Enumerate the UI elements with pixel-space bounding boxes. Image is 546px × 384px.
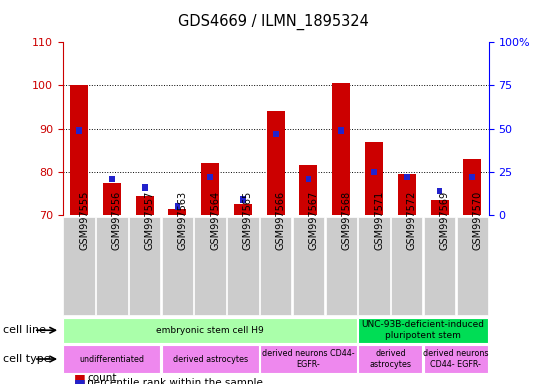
- FancyBboxPatch shape: [260, 345, 357, 373]
- FancyBboxPatch shape: [162, 217, 193, 315]
- Text: percentile rank within the sample: percentile rank within the sample: [87, 378, 263, 384]
- Bar: [437, 188, 442, 194]
- Bar: [136, 195, 154, 215]
- Bar: [103, 183, 121, 215]
- Text: derived neurons CD44-
EGFR-: derived neurons CD44- EGFR-: [262, 349, 355, 369]
- FancyBboxPatch shape: [129, 217, 161, 315]
- Bar: [70, 86, 88, 215]
- Text: embryonic stem cell H9: embryonic stem cell H9: [156, 326, 264, 335]
- FancyBboxPatch shape: [358, 318, 488, 343]
- FancyBboxPatch shape: [358, 345, 423, 373]
- Text: undifferentiated: undifferentiated: [79, 354, 145, 364]
- Text: GSM997565: GSM997565: [243, 190, 253, 250]
- FancyBboxPatch shape: [63, 345, 161, 373]
- FancyBboxPatch shape: [260, 217, 292, 315]
- Bar: [201, 163, 219, 215]
- Text: GSM997570: GSM997570: [472, 190, 482, 250]
- Text: GSM997568: GSM997568: [341, 190, 351, 250]
- Text: GSM997572: GSM997572: [407, 190, 417, 250]
- Bar: [234, 204, 252, 215]
- Text: GSM997557: GSM997557: [145, 190, 155, 250]
- FancyBboxPatch shape: [424, 217, 455, 315]
- Bar: [397, 174, 416, 215]
- FancyBboxPatch shape: [358, 217, 390, 315]
- Bar: [142, 184, 147, 190]
- Bar: [371, 169, 377, 175]
- Text: count: count: [87, 373, 117, 383]
- FancyBboxPatch shape: [424, 345, 488, 373]
- Text: GDS4669 / ILMN_1895324: GDS4669 / ILMN_1895324: [177, 13, 369, 30]
- Text: ■: ■: [74, 377, 86, 384]
- Bar: [299, 166, 317, 215]
- Bar: [470, 174, 475, 180]
- Bar: [109, 175, 115, 182]
- FancyBboxPatch shape: [96, 217, 128, 315]
- Text: GSM997566: GSM997566: [276, 190, 286, 250]
- Bar: [306, 175, 311, 182]
- Bar: [463, 159, 482, 215]
- Bar: [168, 209, 187, 215]
- FancyBboxPatch shape: [325, 217, 357, 315]
- Text: derived
astrocytes: derived astrocytes: [370, 349, 411, 369]
- Bar: [175, 203, 180, 210]
- Text: GSM997563: GSM997563: [177, 190, 187, 250]
- Text: GSM997556: GSM997556: [112, 190, 122, 250]
- Text: GSM997571: GSM997571: [374, 190, 384, 250]
- Bar: [240, 196, 246, 203]
- Text: GSM997569: GSM997569: [440, 190, 449, 250]
- Bar: [430, 200, 449, 215]
- Bar: [339, 127, 344, 134]
- Text: GSM997555: GSM997555: [79, 190, 89, 250]
- Bar: [404, 174, 410, 180]
- FancyBboxPatch shape: [391, 217, 423, 315]
- Bar: [273, 131, 278, 137]
- Bar: [207, 174, 213, 180]
- Text: GSM997567: GSM997567: [308, 190, 318, 250]
- Bar: [266, 111, 285, 215]
- Text: cell line: cell line: [3, 325, 46, 335]
- Text: GSM997564: GSM997564: [210, 190, 220, 250]
- Text: UNC-93B-deficient-induced
pluripotent stem: UNC-93B-deficient-induced pluripotent st…: [361, 320, 485, 340]
- Text: derived astrocytes: derived astrocytes: [173, 354, 248, 364]
- FancyBboxPatch shape: [162, 345, 259, 373]
- FancyBboxPatch shape: [194, 217, 226, 315]
- Bar: [365, 142, 383, 215]
- Text: derived neurons
CD44- EGFR-: derived neurons CD44- EGFR-: [423, 349, 489, 369]
- Text: cell type: cell type: [3, 354, 50, 364]
- Bar: [76, 127, 82, 134]
- Text: ■: ■: [74, 372, 86, 384]
- FancyBboxPatch shape: [227, 217, 259, 315]
- FancyBboxPatch shape: [293, 217, 324, 315]
- FancyBboxPatch shape: [63, 318, 357, 343]
- Bar: [332, 83, 351, 215]
- FancyBboxPatch shape: [456, 217, 488, 315]
- FancyBboxPatch shape: [63, 217, 95, 315]
